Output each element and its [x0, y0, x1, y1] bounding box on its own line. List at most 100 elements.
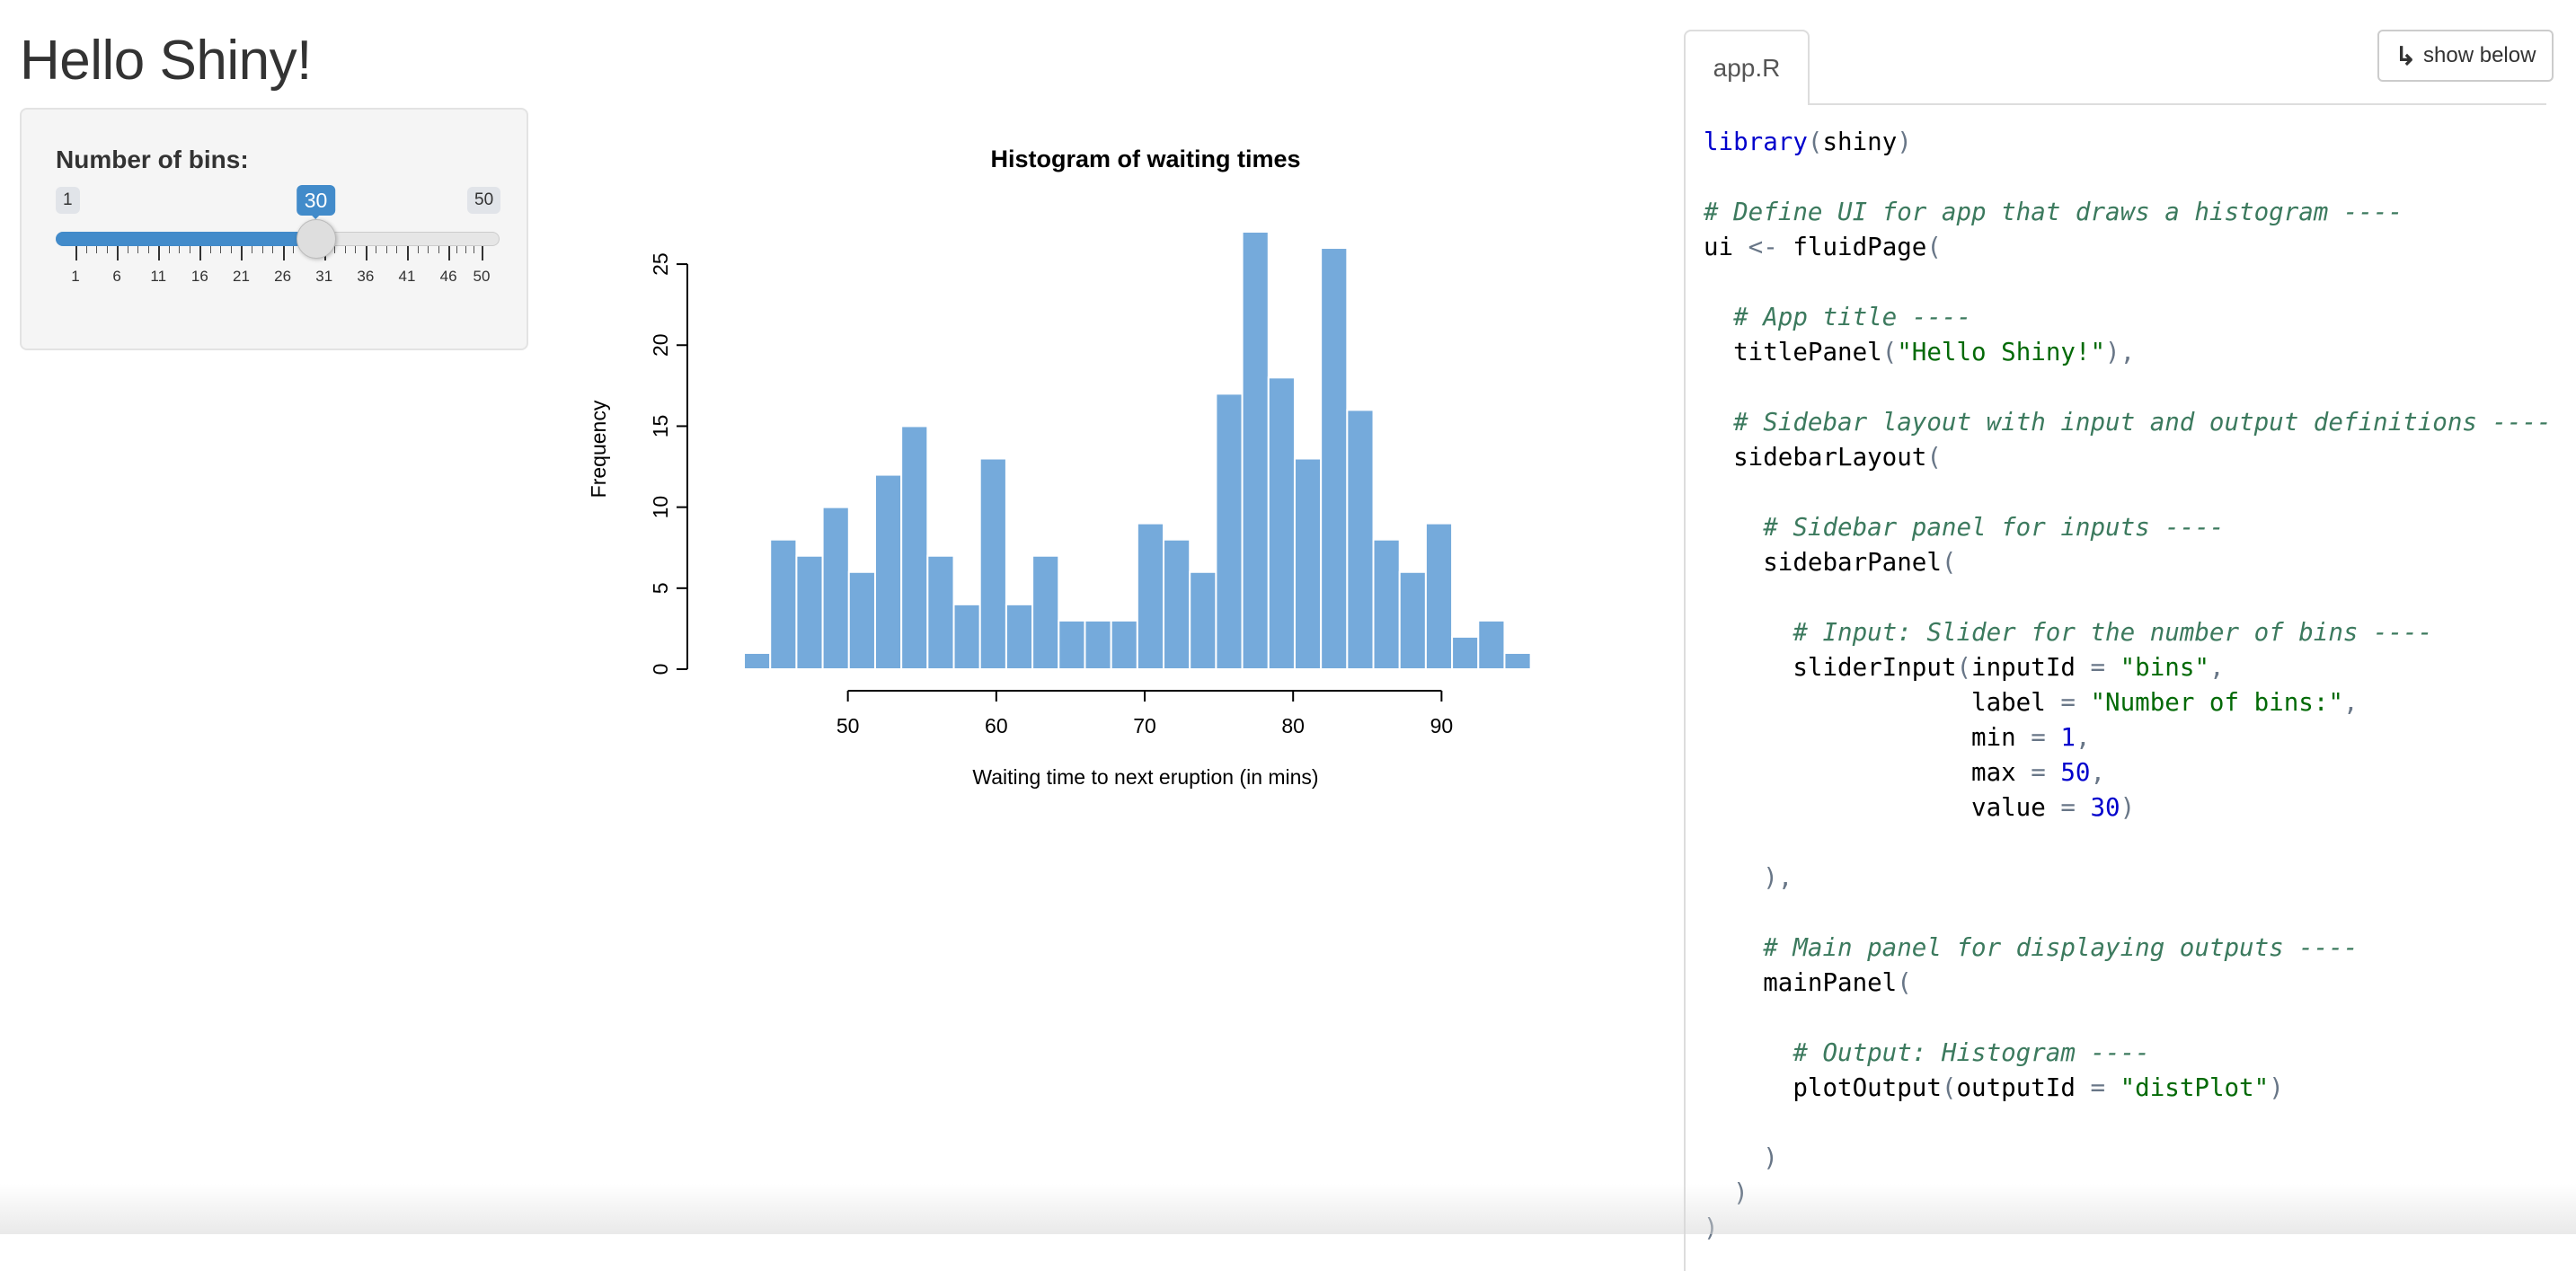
- slider-tick: [117, 246, 120, 260]
- slider-minor-tick: [230, 246, 232, 253]
- code-line: sidebarLayout(: [1704, 443, 1942, 472]
- y-tick-label: 0: [649, 664, 672, 675]
- histogram-bars: [743, 231, 1532, 671]
- slider-minor-tick: [344, 246, 346, 253]
- slider-minor-tick: [396, 246, 398, 253]
- sidebar-panel: Number of bins: 1 50 30 1 6 11 16 21 26 31 36 41…: [20, 108, 528, 350]
- slider-minor-tick: [293, 246, 295, 253]
- y-tick-label: 5: [649, 582, 672, 594]
- slider-tick: [199, 246, 202, 260]
- histogram-bar: [1163, 538, 1191, 670]
- slider-tick: [75, 246, 77, 260]
- code-line: # Input: Slider for the number of bins -…: [1704, 618, 2433, 647]
- slider-grid-label: 31: [315, 268, 333, 285]
- histogram-bar: [952, 603, 981, 671]
- code-line: value = 30): [1704, 793, 2136, 822]
- histogram-bar: [795, 554, 824, 671]
- slider-min-label: 1: [56, 187, 80, 214]
- chart-ylabel: Frequency: [587, 400, 610, 498]
- histogram-bar: [1346, 409, 1375, 670]
- slider-minor-tick: [334, 246, 336, 253]
- code-line: # Main panel for displaying outputs ----: [1704, 933, 2359, 962]
- code-body: library(shiny) # Define UI for app that …: [1684, 103, 2552, 1271]
- slider-grid-label: 50: [473, 268, 491, 285]
- page-title: Hello Shiny!: [20, 30, 312, 92]
- slider-grid-label: 16: [190, 268, 208, 285]
- histogram-bar: [847, 570, 876, 670]
- slider-minor-tick: [417, 246, 419, 253]
- histogram-bar: [900, 425, 929, 670]
- code-line: ),: [1704, 863, 1793, 892]
- y-tick-label: 15: [649, 415, 672, 438]
- chart-xlabel: Waiting time to next eruption (in mins): [972, 765, 1318, 789]
- histogram-plot: Histogram of waiting times Waiting time …: [587, 146, 1532, 789]
- slider-grid-label: 46: [439, 268, 457, 285]
- slider-value-label: 30: [296, 185, 336, 219]
- slider-grid-label: 21: [233, 268, 250, 285]
- code-line: label = "Number of bins:",: [1704, 688, 2359, 717]
- slider-tick: [241, 246, 243, 260]
- histogram-bar: [1215, 393, 1244, 670]
- slider-tick: [448, 246, 451, 260]
- slider-minor-tick: [355, 246, 357, 253]
- histogram-bar: [1424, 522, 1454, 670]
- slider-handle[interactable]: [296, 219, 336, 259]
- slider-minor-tick: [106, 246, 108, 253]
- slider-tick: [482, 246, 483, 260]
- slider-label: Number of bins:: [56, 146, 249, 173]
- down-right-arrow-icon: ↳: [2395, 41, 2417, 70]
- slider-bar[interactable]: [56, 232, 316, 246]
- slider-max-label: 50: [467, 187, 501, 214]
- code-line: sidebarPanel(: [1704, 548, 1957, 577]
- slider-grid-label: 1: [71, 268, 80, 285]
- slider-minor-tick: [168, 246, 170, 253]
- x-axis: 50 60 70 80 90: [837, 690, 1453, 737]
- slider-minor-tick: [456, 246, 458, 253]
- code-line: # Output: Histogram ----: [1704, 1038, 2150, 1067]
- y-tick-label: 10: [649, 496, 672, 519]
- chart-title: Histogram of waiting times: [990, 146, 1300, 172]
- x-tick-label: 70: [1133, 714, 1156, 737]
- histogram-bar: [1031, 554, 1060, 671]
- slider-minor-tick: [272, 246, 274, 253]
- histogram-bar: [1136, 522, 1165, 670]
- slider-minor-tick: [438, 246, 439, 253]
- histogram-bar: [1110, 619, 1138, 671]
- slider-grid: 1 6 11 16 21 26 31 36 41 46 50: [22, 246, 527, 285]
- slider-minor-tick: [220, 246, 222, 253]
- slider-grid-label: 11: [150, 268, 167, 285]
- slider-grid-label: 6: [112, 268, 121, 285]
- code-line: titlePanel("Hello Shiny!"),: [1704, 338, 2136, 366]
- slider-grid-label: 41: [398, 268, 416, 285]
- histogram-bar: [1451, 635, 1480, 670]
- slider-minor-tick: [147, 246, 149, 253]
- x-tick-label: 60: [985, 714, 1008, 737]
- slider-minor-tick: [96, 246, 98, 253]
- code-line: plotOutput(outputId = "distPlot"): [1704, 1073, 2284, 1102]
- slider-grid-label: 26: [274, 268, 292, 285]
- histogram-bar: [1058, 619, 1086, 671]
- code-panel: library(shiny) # Define UI for app that …: [1684, 0, 2576, 1271]
- histogram-bar: [1267, 376, 1296, 670]
- y-tick-label: 20: [649, 333, 672, 357]
- slider-tick: [365, 246, 367, 260]
- histogram-bar: [1320, 247, 1349, 670]
- code-line: ui <- fluidPage(: [1704, 233, 1942, 261]
- histogram-bar: [1477, 619, 1506, 671]
- show-below-button[interactable]: ↳ show below: [2377, 30, 2554, 82]
- histogram-bar: [769, 538, 798, 670]
- slider-minor-tick: [428, 246, 429, 253]
- slider-minor-tick: [137, 246, 139, 253]
- histogram-bar: [926, 554, 955, 671]
- slider-minor-tick: [85, 246, 87, 253]
- histogram-bar: [743, 651, 772, 670]
- histogram-bar: [1372, 538, 1401, 670]
- histogram-bar: [1293, 457, 1323, 670]
- code-line: # Sidebar panel for inputs ----: [1704, 513, 2225, 542]
- slider-tick: [282, 246, 285, 260]
- code-line: # Define UI for app that draws a histogr…: [1704, 198, 2403, 226]
- slider-minor-tick: [209, 246, 211, 253]
- code-line: # Sidebar layout with input and output d…: [1704, 408, 2552, 437]
- tab-app-r[interactable]: app.R: [1684, 30, 1810, 105]
- histogram-bar: [1005, 603, 1034, 671]
